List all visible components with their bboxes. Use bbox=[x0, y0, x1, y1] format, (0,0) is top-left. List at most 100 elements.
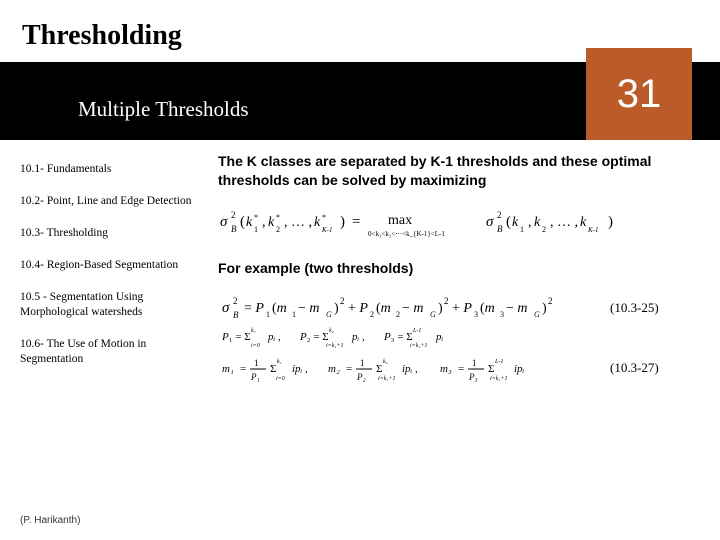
svg-text:K-1: K-1 bbox=[587, 226, 599, 234]
svg-text:Σ: Σ bbox=[488, 363, 494, 375]
svg-text:= P: = P bbox=[244, 301, 264, 316]
svg-text:i=0: i=0 bbox=[276, 376, 285, 382]
svg-text:1: 1 bbox=[360, 358, 365, 368]
svg-text:1: 1 bbox=[254, 225, 258, 234]
svg-text:L-1: L-1 bbox=[494, 359, 503, 365]
svg-text:k: k bbox=[314, 215, 321, 230]
subtitle: Multiple Thresholds bbox=[78, 97, 249, 122]
svg-text:P₁: P₁ bbox=[250, 372, 260, 382]
svg-text:*: * bbox=[254, 213, 258, 222]
svg-text:G: G bbox=[326, 310, 332, 319]
svg-text:m₂: m₂ bbox=[328, 363, 340, 375]
paragraph: The K classes are separated by K-1 thres… bbox=[218, 152, 692, 190]
equation-label: (10.3-27) bbox=[610, 360, 659, 375]
svg-text:k: k bbox=[246, 215, 253, 230]
svg-text:(: ( bbox=[506, 214, 511, 230]
svg-text:(m: (m bbox=[272, 301, 287, 316]
svg-text:1: 1 bbox=[266, 310, 270, 319]
page-number-box: 31 bbox=[586, 48, 692, 140]
svg-text:=: = bbox=[346, 363, 352, 375]
svg-text:, … ,: , … , bbox=[284, 215, 312, 230]
svg-text:): ) bbox=[334, 301, 339, 316]
svg-text:ipᵢ ,: ipᵢ , bbox=[402, 363, 418, 375]
svg-text:P₁ = Σ: P₁ = Σ bbox=[221, 331, 251, 343]
svg-text:k: k bbox=[580, 215, 587, 230]
equation-image: σ 2 B ( k*1 , k*2 , … , k*K-1 ) = max 0<… bbox=[218, 204, 658, 240]
svg-text:P₂: P₂ bbox=[356, 372, 366, 382]
outline-item: 10.1- Fundamentals bbox=[20, 162, 198, 177]
header: Thresholding Multiple Thresholds 31 bbox=[0, 0, 720, 140]
svg-text:(m: (m bbox=[376, 301, 391, 316]
page-title: Thresholding bbox=[0, 0, 720, 52]
svg-text:Σ: Σ bbox=[376, 363, 382, 375]
svg-text:=: = bbox=[352, 214, 360, 230]
svg-text:k₂: k₂ bbox=[383, 359, 388, 365]
svg-text:pᵢ ,: pᵢ , bbox=[267, 331, 281, 343]
svg-text:i=k₁+1: i=k₁+1 bbox=[378, 376, 396, 382]
svg-text:2: 2 bbox=[396, 310, 400, 319]
svg-text:k₂: k₂ bbox=[329, 328, 334, 334]
svg-text:): ) bbox=[340, 214, 345, 230]
svg-text:P₃: P₃ bbox=[468, 372, 478, 382]
svg-text:G: G bbox=[430, 310, 436, 319]
svg-text:k: k bbox=[512, 215, 519, 230]
main-area: 10.1- Fundamentals 10.2- Point, Line and… bbox=[0, 150, 720, 391]
svg-text:1: 1 bbox=[292, 310, 296, 319]
svg-text:ipᵢ: ipᵢ bbox=[514, 363, 525, 375]
svg-text:K-1: K-1 bbox=[321, 226, 333, 234]
svg-text:2: 2 bbox=[444, 296, 449, 306]
content-area: The K classes are separated by K-1 thres… bbox=[208, 150, 720, 391]
svg-text:k: k bbox=[268, 215, 275, 230]
equation-image: σ 2 B = P 1 (m 1 − m G ) 2 + P 2 (m 2 − … bbox=[218, 294, 678, 386]
svg-text:=: = bbox=[458, 363, 464, 375]
svg-text:B: B bbox=[497, 224, 503, 234]
outline-item: 10.3- Thresholding bbox=[20, 226, 198, 241]
svg-text:P₃ = Σ: P₃ = Σ bbox=[383, 331, 413, 343]
svg-text:pᵢ: pᵢ bbox=[435, 331, 444, 343]
svg-text:k₁: k₁ bbox=[251, 328, 256, 334]
svg-text:m₁: m₁ bbox=[222, 363, 234, 375]
outline-item: 10.4- Region-Based Segmentation bbox=[20, 258, 198, 273]
svg-text:ipᵢ ,: ipᵢ , bbox=[292, 363, 308, 375]
svg-text:σ: σ bbox=[220, 214, 228, 230]
svg-text:L-1: L-1 bbox=[412, 328, 421, 334]
svg-text:0<k₁<k₂<⋯<k_{K-1}<L-1: 0<k₁<k₂<⋯<k_{K-1}<L-1 bbox=[368, 230, 445, 238]
svg-text:i=k₁+1: i=k₁+1 bbox=[326, 343, 344, 349]
svg-text:− m: − m bbox=[506, 301, 528, 316]
svg-text:*: * bbox=[322, 213, 326, 222]
svg-text:pᵢ ,: pᵢ , bbox=[351, 331, 365, 343]
svg-text:m₃: m₃ bbox=[440, 363, 452, 375]
svg-text:(m: (m bbox=[480, 301, 495, 316]
svg-text:): ) bbox=[608, 214, 613, 230]
svg-text:2: 2 bbox=[340, 296, 345, 306]
svg-text:σ: σ bbox=[222, 300, 230, 316]
svg-text:i=0: i=0 bbox=[251, 343, 260, 349]
svg-text:G: G bbox=[534, 310, 540, 319]
svg-text:+ P: + P bbox=[348, 301, 368, 316]
svg-text:): ) bbox=[542, 301, 547, 316]
svg-text:2: 2 bbox=[231, 210, 236, 220]
svg-text:2: 2 bbox=[548, 296, 553, 306]
svg-text:B: B bbox=[233, 310, 239, 320]
svg-text:k₁: k₁ bbox=[277, 359, 282, 365]
svg-text:): ) bbox=[438, 301, 443, 316]
svg-text:1: 1 bbox=[472, 358, 477, 368]
outline-item: 10.6- The Use of Motion in Segmentation bbox=[20, 337, 198, 367]
svg-text:=: = bbox=[240, 363, 246, 375]
svg-text:i=k₂+1: i=k₂+1 bbox=[410, 343, 428, 349]
svg-text:*: * bbox=[276, 213, 280, 222]
svg-text:+ P: + P bbox=[452, 301, 472, 316]
svg-text:i=k₂+1: i=k₂+1 bbox=[490, 376, 508, 382]
footer-credit: (P. Harikanth) bbox=[20, 515, 80, 526]
svg-text:2: 2 bbox=[497, 210, 502, 220]
svg-text:Σ: Σ bbox=[270, 363, 276, 375]
outline-item: 10.2- Point, Line and Edge Detection bbox=[20, 194, 198, 209]
svg-text:(: ( bbox=[240, 214, 245, 230]
svg-text:B: B bbox=[231, 224, 237, 234]
paragraph: For example (two thresholds) bbox=[218, 259, 692, 278]
svg-text:2: 2 bbox=[276, 225, 280, 234]
equation-label: (10.3-25) bbox=[610, 300, 659, 315]
outline-item: 10.5 - Segmentation Using Morphological … bbox=[20, 290, 198, 320]
svg-text:,: , bbox=[528, 215, 532, 230]
svg-text:− m: − m bbox=[298, 301, 320, 316]
